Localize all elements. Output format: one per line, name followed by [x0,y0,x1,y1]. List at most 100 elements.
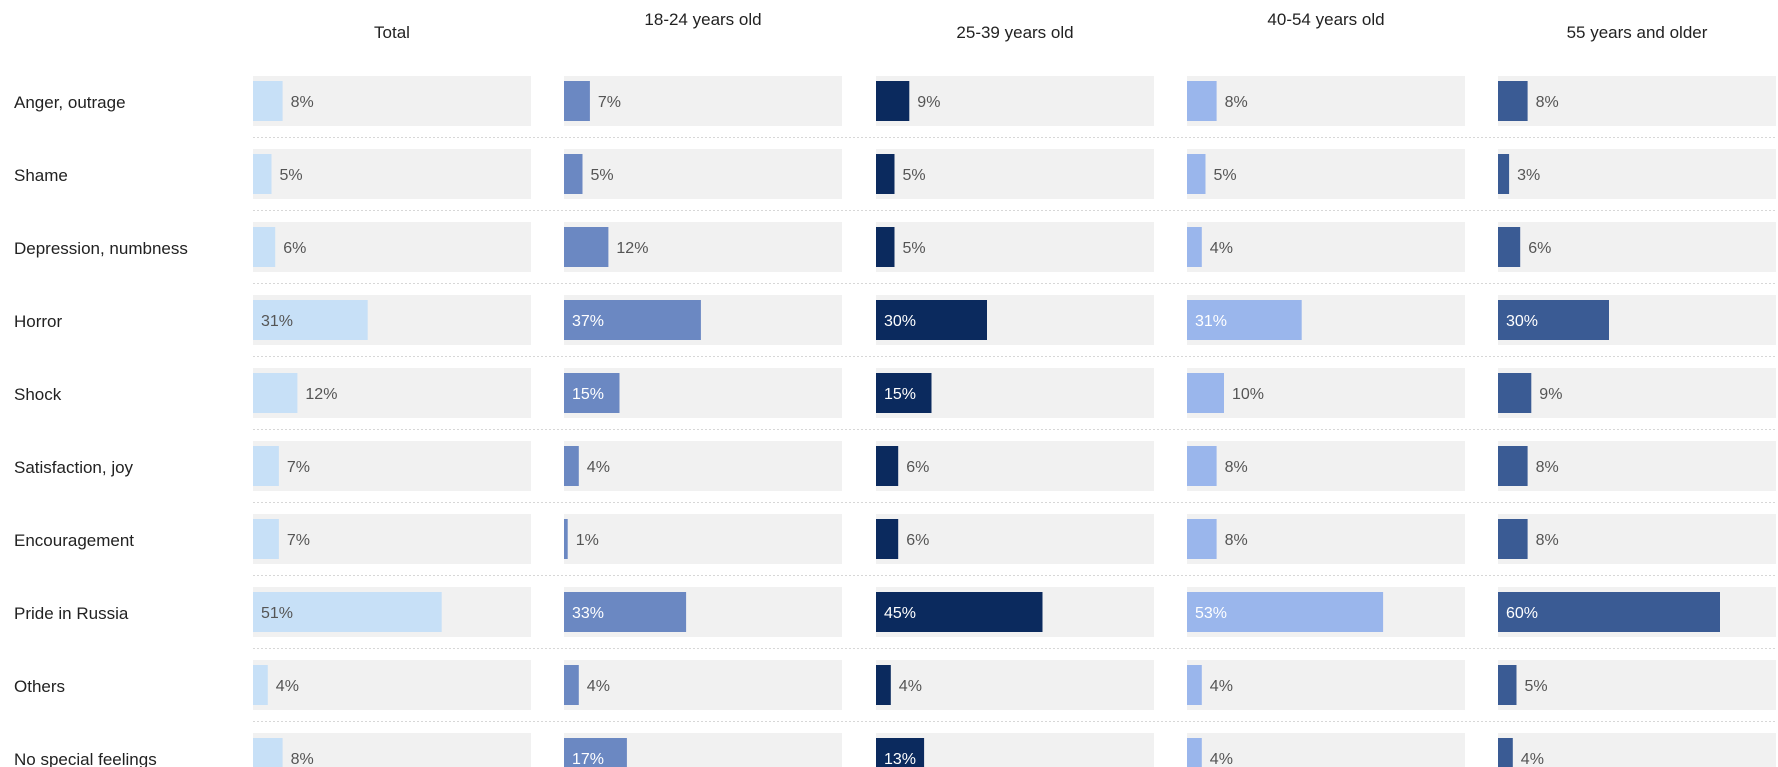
bar [564,81,590,121]
bar [1187,665,1202,705]
bar-track [564,441,842,491]
bar [253,738,283,767]
bar-track [1187,441,1465,491]
bar [253,227,276,267]
data-label: 13% [884,751,916,767]
bar [253,446,279,486]
bar-track [876,660,1154,710]
bar-track [1187,76,1465,126]
bar-track [253,368,531,418]
data-label: 9% [917,94,940,111]
data-label: 8% [291,94,314,111]
bar [1187,81,1217,121]
bar [253,519,279,559]
category-label: Satisfaction, joy [14,458,134,477]
category-label: Others [14,677,65,696]
bar-track [253,660,531,710]
bar-track [253,149,531,199]
bar [253,300,368,340]
bar [564,373,620,413]
data-label: 7% [287,532,310,549]
series-header-1: 18-24 years old [644,10,761,29]
bar-track [1187,222,1465,272]
data-label: 30% [1506,313,1538,330]
bar-track [253,441,531,491]
bar [1187,373,1224,413]
bar-track [1498,149,1776,199]
bar-track [1187,514,1465,564]
data-label: 4% [899,678,922,695]
data-label: 9% [1539,386,1562,403]
bar-track [876,222,1154,272]
bar [1187,519,1217,559]
bar-track [1187,733,1465,767]
bar [876,300,987,340]
data-label: 8% [1225,94,1248,111]
category-label: Horror [14,312,63,331]
data-label: 6% [283,240,306,257]
data-label: 3% [1517,167,1540,184]
bar [564,227,609,267]
bar [876,665,891,705]
bar-track [253,733,531,767]
bar [1498,665,1517,705]
data-label: 53% [1195,605,1227,622]
bar-track [564,76,842,126]
bar [1187,227,1202,267]
data-label: 8% [1536,459,1559,476]
bar [876,446,899,486]
data-label: 8% [1225,532,1248,549]
data-label: 8% [1536,94,1559,111]
data-label: 4% [276,678,299,695]
bar-track [1187,149,1465,199]
bar-track [1498,733,1776,767]
data-label: 12% [616,240,648,257]
data-label: 4% [1210,240,1233,257]
bar [253,592,442,632]
bar-track [1498,222,1776,272]
bar [1187,446,1217,486]
data-label: 33% [572,605,604,622]
bar [564,154,583,194]
bar [564,738,627,767]
bar [1498,592,1720,632]
bar-track [876,149,1154,199]
bar-track [253,76,531,126]
data-label: 15% [884,386,916,403]
bar-track [876,514,1154,564]
data-label: 7% [287,459,310,476]
bar [876,81,910,121]
bar-track [876,76,1154,126]
bar [1498,738,1513,767]
data-label: 1% [576,532,599,549]
bar [876,519,899,559]
category-label: Shame [14,166,68,185]
bar [876,592,1043,632]
bar [1187,154,1206,194]
data-label: 10% [1232,386,1264,403]
bar-track [1187,368,1465,418]
bar [253,373,298,413]
bar-track [1498,660,1776,710]
bar [1187,738,1202,767]
bar [876,154,895,194]
bar [564,665,579,705]
bar-track [1498,76,1776,126]
data-label: 5% [280,167,303,184]
data-label: 4% [587,678,610,695]
data-label: 8% [291,751,314,767]
bar [1498,300,1609,340]
data-label: 4% [1210,751,1233,767]
bar-track [253,514,531,564]
bar [876,227,895,267]
data-label: 37% [572,313,604,330]
data-label: 31% [261,313,293,330]
data-label: 45% [884,605,916,622]
data-label: 5% [903,240,926,257]
bar [1498,519,1528,559]
data-label: 4% [1210,678,1233,695]
bar [1498,227,1521,267]
bar-track [564,514,842,564]
bar [1498,81,1528,121]
